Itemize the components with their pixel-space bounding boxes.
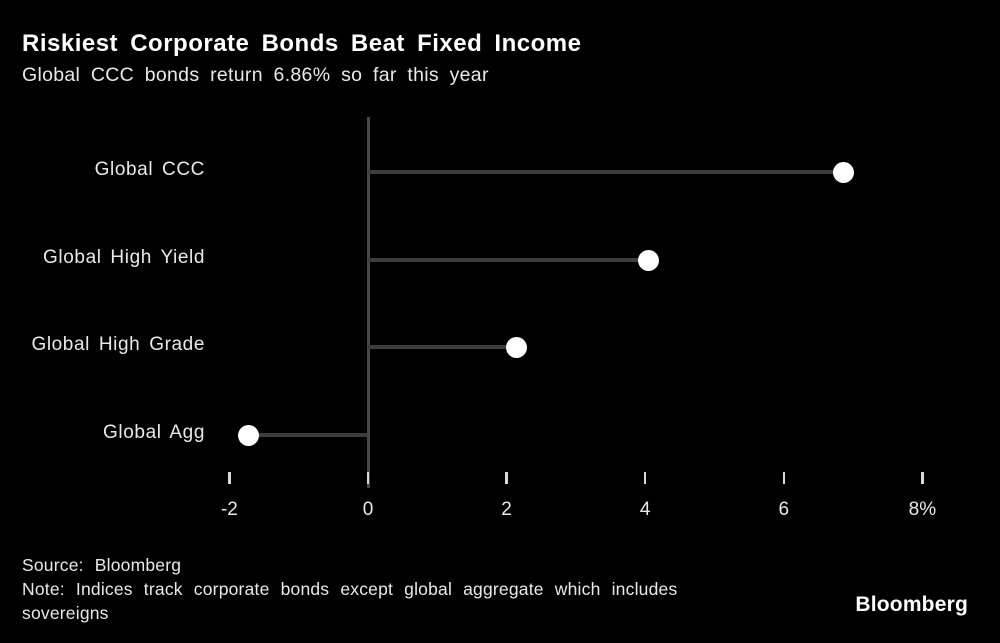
x-tick-label: 0: [362, 499, 374, 520]
chart-subtitle: Global CCC bonds return 6.86% so far thi…: [22, 64, 489, 86]
data-point: [238, 424, 260, 446]
bloomberg-logo: Bloomberg: [855, 593, 968, 616]
category-label: Global High Yield: [43, 247, 205, 268]
connector-line: [368, 345, 517, 349]
x-tick-mark: [505, 472, 508, 484]
x-tick-label: -2: [220, 499, 238, 520]
x-tick-mark: [228, 472, 231, 484]
x-tick-label: 8%: [908, 499, 937, 520]
data-point: [506, 336, 528, 358]
category-label: Global High Grade: [31, 334, 205, 355]
category-label: Global Agg: [103, 422, 205, 443]
x-tick-mark: [643, 472, 647, 484]
x-tick-label: 4: [639, 499, 651, 520]
footer: Source: Bloomberg Note: Indices track co…: [22, 553, 742, 625]
connector-line: [368, 170, 844, 174]
x-tick-mark: [782, 472, 786, 484]
y-axis-zero-line: [366, 117, 370, 488]
x-tick-mark: [921, 472, 924, 484]
source-text: Source: Bloomberg: [22, 555, 182, 575]
category-label: Global CCC: [94, 159, 205, 180]
x-tick-label: 2: [501, 499, 512, 520]
x-tick-label: 6: [778, 499, 790, 520]
connector-line: [368, 258, 649, 262]
x-tick-mark: [366, 472, 370, 484]
note-text: Note: Indices track corporate bonds exce…: [22, 579, 678, 623]
data-point: [832, 161, 854, 183]
data-point: [638, 249, 660, 271]
chart-title: Riskiest Corporate Bonds Beat Fixed Inco…: [22, 30, 582, 57]
connector-line: [248, 433, 368, 437]
